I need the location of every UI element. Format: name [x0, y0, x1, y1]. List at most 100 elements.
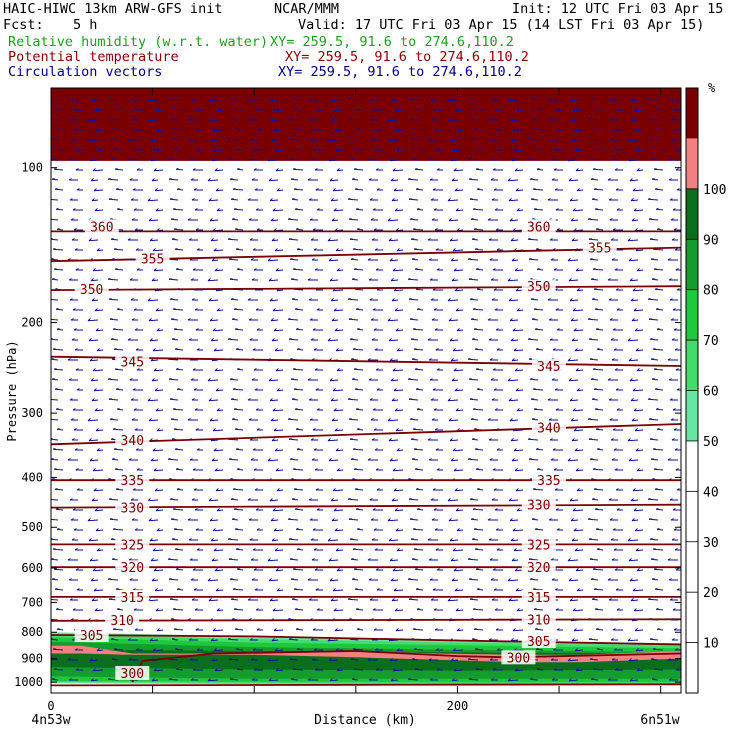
vector-arrow-head: [555, 208, 559, 211]
vector-arrow: [391, 399, 399, 402]
vector-arrow-head: [494, 608, 498, 611]
vector-arrow-head: [353, 468, 357, 470]
vector-arrow: [287, 118, 299, 121]
vector-arrow-head: [396, 648, 400, 652]
vector-arrow-head: [308, 198, 312, 201]
vector-arrow-head: [188, 138, 192, 141]
vector-arrow-head: [132, 588, 136, 591]
vector-arrow-head: [331, 418, 335, 422]
vector-arrow-head: [190, 378, 194, 381]
vector-arrow-head: [169, 198, 173, 200]
vector-arrow-head: [74, 248, 78, 251]
vector-arrow: [330, 399, 339, 402]
vector-arrow-head: [376, 188, 380, 191]
vector-arrow-head: [195, 428, 199, 431]
vector-arrow: [113, 148, 124, 151]
vector-arrow: [515, 189, 524, 192]
vector-arrow-head: [273, 528, 277, 532]
vector-arrow: [512, 429, 524, 432]
vector-arrow: [394, 509, 404, 512]
vector-arrow-head: [53, 368, 57, 370]
vector-arrow-head: [276, 388, 280, 392]
theta-label-bg: [521, 537, 556, 552]
vector-arrow-head: [96, 148, 100, 152]
vector-arrow: [276, 589, 284, 592]
vector-arrow: [207, 379, 219, 382]
vector-arrow-head: [295, 428, 299, 430]
vector-arrow-head: [172, 208, 176, 210]
vector-arrow: [508, 99, 519, 102]
vector-arrow: [472, 608, 484, 611]
vector-arrow: [408, 598, 419, 601]
theta-label-bg: [74, 281, 109, 296]
vector-arrow-head: [390, 278, 394, 282]
vector-arrow-head: [347, 498, 351, 500]
vector-arrow-head: [134, 528, 138, 531]
vector-arrow-head: [589, 558, 593, 560]
vector-arrow-head: [650, 558, 654, 560]
vector-arrow-head: [288, 438, 292, 440]
vector-arrow-head: [607, 678, 611, 681]
vector-arrow: [267, 559, 279, 562]
vector-arrow: [332, 189, 344, 192]
vector-arrow-head: [472, 308, 476, 310]
vector-arrow-head: [494, 408, 498, 411]
vector-arrow: [567, 559, 579, 562]
vector-arrow-head: [628, 158, 632, 162]
vector-arrow: [507, 379, 519, 382]
theta-label: 335: [537, 474, 560, 489]
vector-arrow: [412, 428, 424, 431]
vector-arrow-head: [531, 518, 535, 520]
vector-arrow-head: [68, 378, 72, 381]
vector-arrow-head: [168, 478, 172, 480]
vector-arrow: [215, 489, 224, 492]
vector-arrow-head: [229, 278, 233, 280]
vector-arrow: [627, 539, 639, 542]
vector-arrow-head: [532, 188, 536, 190]
theta-contour-305: [51, 634, 681, 646]
vector-arrow-head: [555, 608, 559, 611]
vector-arrow-head: [153, 668, 157, 672]
vector-arrow: [214, 169, 224, 172]
vector-arrow-head: [208, 98, 212, 102]
vector-arrow-head: [627, 438, 631, 442]
vector-arrow-head: [450, 558, 454, 562]
vector-arrow-head: [356, 328, 360, 330]
vector-arrow: [51, 98, 59, 101]
vector-arrow-head: [435, 448, 439, 451]
vector-arrow-head: [652, 448, 656, 450]
theta-label-bg: [84, 219, 119, 234]
vector-arrow: [629, 679, 639, 682]
vector-arrow: [172, 408, 184, 411]
vector-arrow-head: [451, 278, 455, 282]
vector-arrow-head: [56, 528, 60, 530]
vector-arrow-head: [652, 148, 656, 150]
vector-arrow-head: [452, 448, 456, 452]
vector-arrow: [592, 168, 604, 171]
vector-arrow: [467, 658, 479, 661]
vector-arrow-head: [609, 118, 613, 121]
vector-arrow: [352, 648, 364, 651]
vector-arrow-head: [212, 228, 216, 232]
vector-arrow: [150, 359, 159, 362]
vector-arrow-head: [676, 288, 680, 291]
vector-arrow-head: [495, 228, 499, 231]
vector-arrow-head: [389, 358, 393, 362]
vector-arrow-head: [456, 628, 460, 632]
vector-arrow-head: [396, 448, 400, 452]
vector-arrow-head: [347, 298, 351, 300]
vector-arrow: [288, 638, 299, 641]
y-tick-label: 700: [21, 595, 43, 609]
vector-arrow: [92, 669, 104, 672]
vector-arrow: [271, 639, 279, 642]
vector-arrow: [152, 549, 164, 552]
vector-arrow-head: [551, 678, 555, 681]
vector-arrow-head: [212, 528, 216, 532]
vector-arrow: [330, 499, 339, 502]
theta-label: 325: [527, 538, 550, 553]
vector-arrow-head: [454, 188, 458, 192]
vector-arrow-head: [667, 258, 671, 261]
vector-arrow: [508, 299, 519, 302]
vector-arrow-head: [612, 528, 616, 531]
vector-arrow-head: [69, 198, 73, 201]
